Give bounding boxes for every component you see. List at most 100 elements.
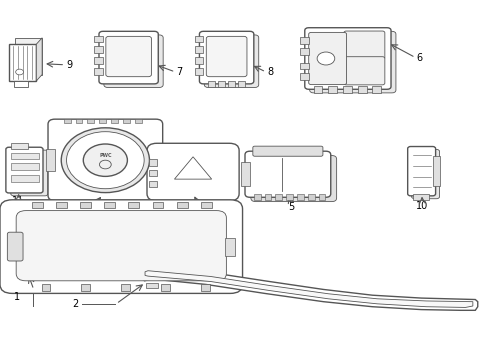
Bar (300, 37, 309, 44)
FancyBboxPatch shape (11, 150, 48, 196)
Text: 4: 4 (196, 202, 201, 212)
Bar (11, 175, 39, 182)
Text: SD: SD (124, 51, 133, 57)
Bar (11, 163, 39, 170)
Bar (135, 119, 142, 123)
FancyBboxPatch shape (245, 151, 331, 197)
Text: PWC: PWC (99, 153, 112, 158)
Bar (56, 202, 67, 208)
Circle shape (83, 144, 127, 176)
FancyBboxPatch shape (147, 143, 239, 201)
FancyBboxPatch shape (206, 36, 247, 77)
Bar (46, 149, 55, 171)
Circle shape (61, 128, 149, 193)
Bar (254, 194, 261, 200)
Bar (358, 86, 367, 93)
Polygon shape (15, 38, 42, 75)
Bar (265, 194, 271, 200)
Bar (99, 119, 106, 123)
Bar (94, 46, 103, 53)
FancyBboxPatch shape (7, 232, 23, 261)
Text: 1: 1 (14, 292, 20, 302)
Bar (195, 36, 203, 42)
Bar (177, 202, 188, 208)
FancyBboxPatch shape (204, 35, 259, 87)
Bar (238, 81, 245, 87)
Bar (218, 81, 225, 87)
Bar (225, 238, 235, 256)
Bar (149, 181, 157, 187)
Bar (195, 68, 203, 75)
FancyBboxPatch shape (412, 149, 440, 199)
Text: 10: 10 (416, 201, 428, 211)
Bar (11, 143, 28, 149)
Bar (64, 119, 71, 123)
Bar (146, 283, 158, 288)
Bar (195, 57, 203, 64)
Bar (128, 202, 139, 208)
FancyBboxPatch shape (0, 200, 243, 293)
Bar (372, 86, 381, 93)
Bar (80, 202, 91, 208)
Bar (32, 202, 43, 208)
FancyBboxPatch shape (253, 146, 323, 156)
Bar (149, 170, 157, 176)
Text: 5: 5 (289, 202, 294, 212)
Text: 6: 6 (416, 53, 422, 63)
Bar (308, 194, 315, 200)
Polygon shape (14, 81, 28, 87)
PathPatch shape (140, 266, 478, 310)
Bar (328, 86, 337, 93)
Circle shape (16, 69, 24, 75)
Bar (300, 48, 309, 55)
Bar (300, 63, 309, 69)
Polygon shape (36, 38, 42, 81)
Bar (286, 194, 293, 200)
Text: 9: 9 (67, 60, 73, 70)
Bar (314, 86, 322, 93)
Bar (300, 73, 309, 80)
FancyBboxPatch shape (309, 32, 346, 85)
Text: 7: 7 (176, 67, 183, 77)
FancyBboxPatch shape (344, 57, 385, 85)
Bar (94, 36, 103, 42)
FancyBboxPatch shape (408, 147, 436, 196)
Bar (275, 194, 282, 200)
Text: 8: 8 (267, 67, 273, 77)
FancyBboxPatch shape (305, 28, 391, 89)
Bar (122, 284, 130, 291)
Bar (297, 194, 304, 200)
FancyBboxPatch shape (310, 31, 396, 93)
Bar (201, 202, 212, 208)
Polygon shape (174, 157, 212, 179)
Bar (42, 284, 50, 291)
Bar (94, 68, 103, 75)
Bar (433, 156, 440, 186)
FancyBboxPatch shape (199, 31, 254, 84)
FancyBboxPatch shape (251, 156, 337, 202)
Bar (152, 202, 163, 208)
Bar (87, 119, 94, 123)
Bar (413, 194, 429, 200)
Circle shape (317, 52, 335, 65)
Bar (318, 194, 325, 200)
Bar (195, 46, 203, 53)
FancyBboxPatch shape (6, 147, 43, 193)
FancyBboxPatch shape (16, 211, 226, 281)
Bar (123, 119, 130, 123)
FancyBboxPatch shape (106, 36, 151, 77)
Bar (94, 57, 103, 64)
FancyBboxPatch shape (344, 31, 385, 59)
Bar (81, 284, 90, 291)
Bar (149, 159, 157, 166)
Circle shape (67, 132, 144, 189)
Polygon shape (9, 44, 36, 81)
Bar (161, 284, 170, 291)
FancyBboxPatch shape (48, 119, 163, 201)
Text: H₂O: H₂O (218, 52, 235, 61)
Bar (11, 153, 39, 159)
Text: 2: 2 (72, 299, 78, 309)
Bar (111, 119, 118, 123)
Text: 11: 11 (12, 195, 24, 206)
Bar (104, 202, 115, 208)
